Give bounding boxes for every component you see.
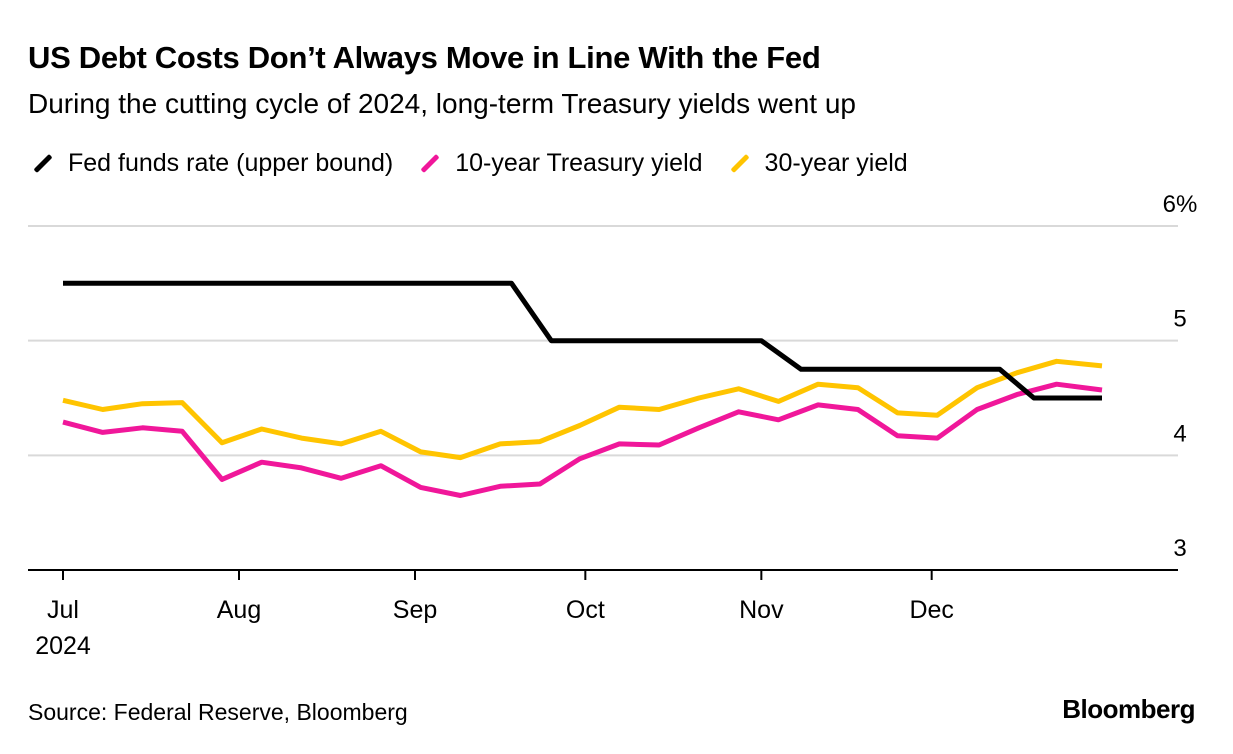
x-tick-label: Oct [566,596,605,624]
x-tick-label: Nov [739,596,784,624]
x-tick-label: Aug [217,596,261,624]
legend-item-fed-funds: Fed funds rate (upper bound) [28,149,393,178]
chart-legend: Fed funds rate (upper bound) 10-year Tre… [28,146,930,180]
legend-swatch-30-year [730,153,750,173]
x-tick-label: Dec [909,596,953,624]
legend-swatch-fed-funds [33,153,53,173]
legend-item-10-year: 10-year Treasury yield [415,148,703,178]
series-line-10-year [62,381,1103,498]
source-note: Source: Federal Reserve, Bloomberg [28,699,408,725]
chart-title: US Debt Costs Don’t Always Move in Line … [28,40,821,75]
legend-label-30-year: 30-year yield [764,148,908,177]
y-tick-label: 6% [1163,191,1198,218]
y-tick-label: 5 [1173,306,1186,333]
series-line-30-year [62,358,1103,461]
y-tick-label: 4 [1173,420,1186,447]
legend-label-10-year: 10-year Treasury yield [455,148,703,177]
x-tick-sublabel: 2024 [35,632,91,660]
x-tick-label: Jul [47,596,79,624]
x-tick-label: Sep [393,596,437,624]
legend-swatch-10-year [420,153,440,173]
y-tick-label: 3 [1173,535,1186,562]
legend-label-fed-funds: Fed funds rate (upper bound) [68,148,394,177]
brand-logo: Bloomberg [1062,694,1195,724]
line-chart: 6% 5 4 3 Jul 2024 Aug Sep Oct Nov Dec [28,191,1198,660]
series-line-fed-funds [63,280,1102,401]
chart-subtitle: During the cutting cycle of 2024, long-t… [28,88,856,119]
legend-item-30-year: 30-year yield [725,149,908,178]
